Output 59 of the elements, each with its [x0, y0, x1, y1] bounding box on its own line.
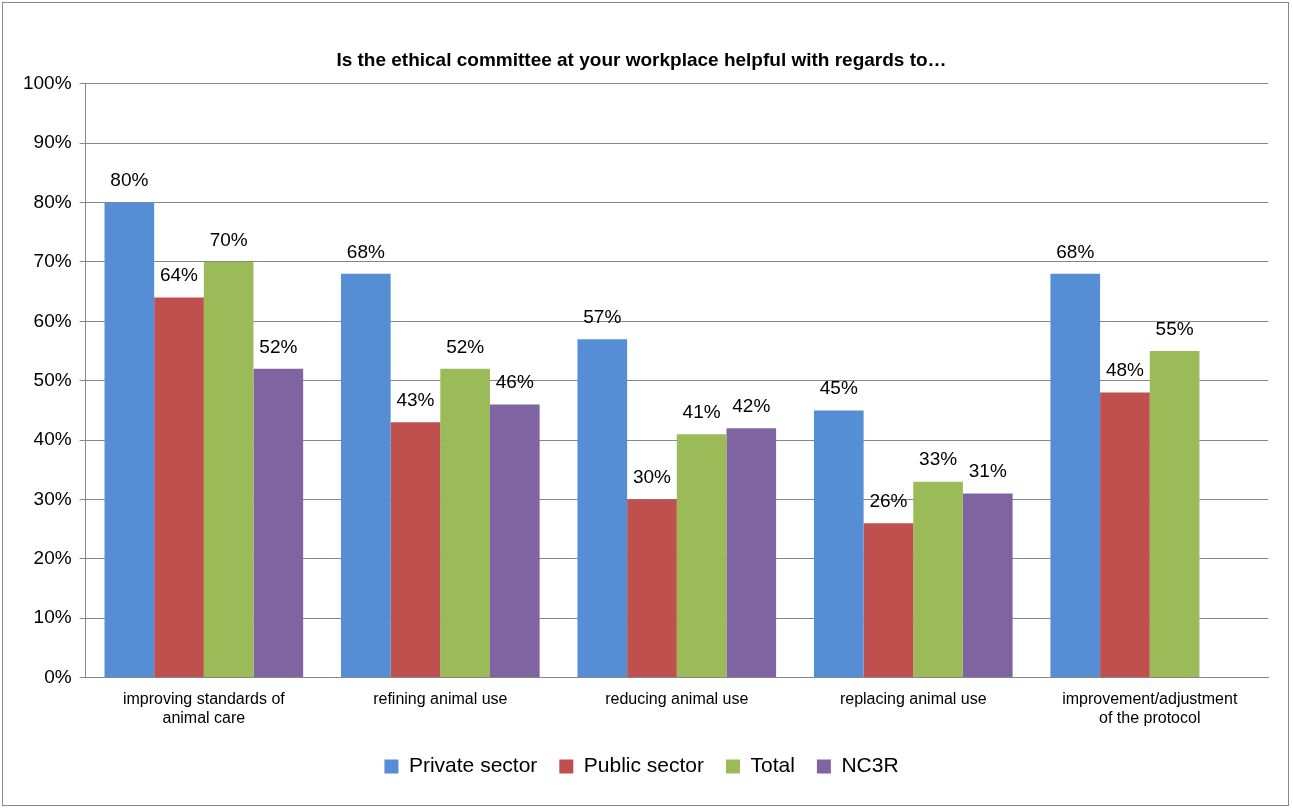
bar [1149, 351, 1200, 678]
data-label: 52% [446, 335, 485, 357]
legend-label: Private sector [408, 753, 538, 777]
bar [390, 422, 441, 678]
data-label: 43% [396, 389, 435, 410]
bar [489, 404, 540, 678]
data-label: 70% [209, 228, 248, 250]
bar [676, 434, 727, 678]
data-label: 52% [259, 335, 298, 357]
data-label: 42% [732, 394, 771, 416]
data-label: 48% [1105, 359, 1145, 381]
data-label: 57% [583, 305, 622, 327]
bar [863, 523, 914, 678]
y-tick-label: 0% [44, 665, 72, 687]
y-tick-label: 20% [33, 547, 72, 569]
data-label: 41% [682, 400, 721, 422]
y-tick-label: 80% [33, 190, 72, 212]
data-label: 64% [159, 264, 199, 286]
bar [440, 368, 490, 678]
data-label: 26% [869, 489, 908, 511]
data-label: 45% [819, 377, 858, 399]
y-tick-label: 100% [22, 72, 72, 94]
data-label: 30% [632, 466, 672, 488]
bar [962, 493, 1013, 678]
bar [1100, 392, 1150, 678]
bar [577, 339, 628, 678]
data-label: 68% [1056, 240, 1095, 262]
bar [913, 481, 963, 678]
bar [340, 273, 391, 678]
y-tick-label: 60% [33, 309, 72, 331]
data-label: 46% [495, 371, 534, 393]
x-tick-label: reducing animal use [605, 689, 749, 707]
y-tick-label: 70% [33, 250, 72, 272]
bar [154, 297, 204, 678]
data-label: 68% [346, 240, 385, 262]
bar [203, 261, 254, 678]
bar [1050, 273, 1101, 678]
y-tick-label: 40% [33, 428, 72, 450]
chart-title: Is the ethical committee at your workplace helpful with regards to… [336, 48, 947, 70]
bar [104, 202, 155, 678]
x-tick-label: replacing animal use [839, 689, 987, 707]
legend-label: Public sector [583, 753, 705, 777]
bar [253, 368, 304, 678]
y-tick-label: 90% [33, 131, 72, 153]
x-tick-label: refining animal use [373, 689, 508, 707]
y-tick-label: 30% [33, 487, 72, 509]
x-tick-label: improvement/adjustment of the protocol [1062, 689, 1238, 726]
y-tick-label: 10% [33, 606, 72, 628]
legend-label: Total [750, 753, 795, 777]
data-label: 80% [110, 169, 149, 191]
bar [813, 410, 864, 678]
data-label: 31% [968, 460, 1007, 482]
data-label: 55% [1155, 317, 1194, 339]
bar [726, 428, 777, 678]
y-tick-label: 50% [33, 368, 72, 390]
legend-label: NC3R [841, 753, 899, 777]
data-label: 33% [919, 448, 958, 470]
bar [627, 499, 677, 678]
x-tick-label: improving standards of animal care [122, 689, 286, 726]
